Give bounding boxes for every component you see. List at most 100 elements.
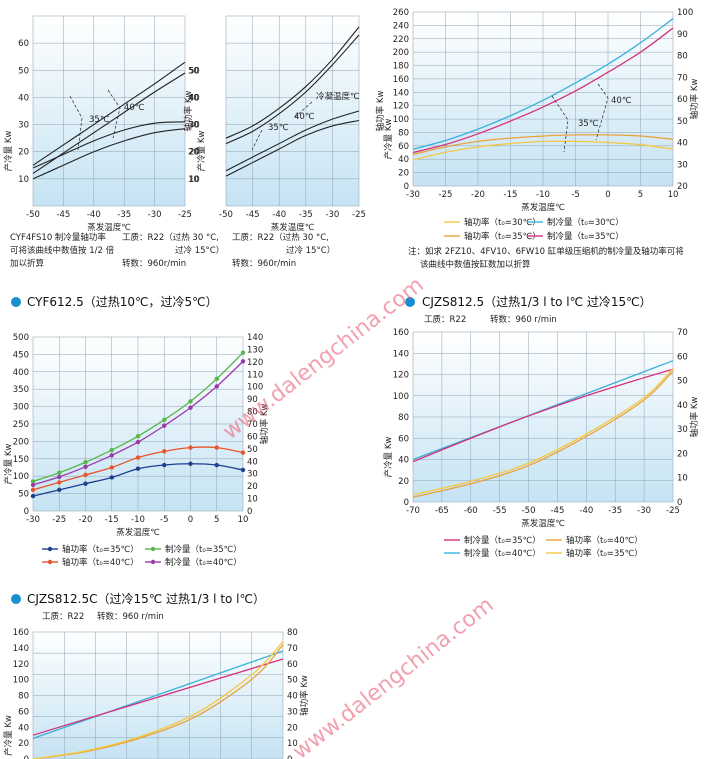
c5-legend-item-1: 轴功率（t₀=40℃） — [566, 535, 643, 546]
c3-y-right-tick-label: 100 — [677, 8, 693, 18]
c1-series-line-1 — [32, 72, 186, 174]
c3-x-tick-label: -25 — [439, 190, 453, 200]
c4-y-right-tick-label: 0 — [247, 507, 252, 517]
c4-series-point-3 — [30, 493, 36, 499]
c3-y-left-tick-label: 240 — [393, 21, 409, 31]
c4-series-point-1 — [240, 359, 246, 364]
c5-x-tick-label: -65 — [435, 506, 449, 516]
c4-y-right-tick-label: 90 — [247, 395, 258, 405]
c4-x-tick-label: 5 — [214, 515, 219, 525]
c1-y-left-tick-label: 40 — [18, 93, 29, 103]
c6-y-right-tick-label: 50 — [287, 676, 298, 686]
c2-xlabel: 蒸发温度℃ — [271, 222, 315, 233]
c2-ylabel-left: 产冷量 Kw — [196, 131, 207, 172]
c6-y-right-tick-label: 20 — [287, 723, 298, 733]
c5-y-left-tick-label: 0 — [404, 498, 409, 508]
c3-x-tick-label: -30 — [406, 190, 420, 200]
c5-ylabel-left: 产冷量 Kw — [383, 437, 394, 478]
c6-ylabel-right: 轴功率 Kw — [299, 675, 310, 716]
c6-ylabel-left: 产冷量 Kw — [3, 715, 14, 756]
c3-x-tick-label: -10 — [536, 190, 550, 200]
c4-x-tick-label: -25 — [52, 515, 66, 525]
c5-y-right-tick-label: 40 — [677, 401, 688, 411]
c5-xlabel: 蒸发温度℃ — [521, 518, 565, 529]
c3-y-left-tick-label: 220 — [393, 35, 409, 45]
c2-series-line-0 — [225, 26, 360, 139]
c2-annotation-leader — [293, 101, 313, 119]
c6-y-left-tick-label: 120 — [13, 660, 29, 670]
c6-y-right-tick-label: 10 — [287, 739, 298, 749]
c4-series-point-3 — [109, 475, 114, 480]
c3-y-right-tick-label: 30 — [677, 160, 688, 170]
c2-x-tick-label: -50 — [219, 210, 233, 220]
c2-annotation-leader — [251, 129, 263, 151]
c4-y-right-tick-label: 120 — [247, 358, 263, 368]
c5-y-right-tick-label: 50 — [677, 377, 688, 387]
c4-series-point-2 — [240, 450, 246, 455]
c6-y-left-tick-label: 60 — [18, 707, 29, 717]
c6-y-left-tick-label: 140 — [13, 644, 29, 654]
c4-x-tick-label: -10 — [131, 515, 145, 525]
c4-series-point-0 — [162, 417, 167, 423]
c3-note-line-1: 注：如求 2FZ10、4FV10、6FW10 缸单级压缩机的制冷量及轴功率可将 — [408, 246, 684, 257]
c4-series-point-2 — [109, 465, 114, 470]
c3-y-left-tick-label: 200 — [393, 48, 409, 58]
c3-xlabel: 蒸发温度℃ — [521, 202, 565, 213]
c1-y-left-tick-label: 60 — [18, 39, 29, 49]
c3-y-left-tick-label: 120 — [393, 102, 409, 112]
c5-x-tick-label: -40 — [579, 506, 593, 516]
c1-y-right-tick-label: 30 — [188, 121, 199, 131]
c5-y-left-tick-label: 80 — [398, 413, 409, 423]
c4-y-right-tick-label: 60 — [247, 432, 258, 442]
c6-y-left-tick-label: 160 — [13, 628, 29, 638]
c4-series-point-3 — [57, 487, 62, 493]
c2-x-tick-label: -45 — [246, 210, 260, 220]
gas-info-a-2: 过冷 15°C） — [175, 245, 224, 256]
c3-x-tick-label: -20 — [471, 190, 485, 200]
c1-y-left-tick-label: 50 — [18, 66, 29, 76]
c3-legend-item-1: 制冷量（t₀=30℃） — [547, 217, 624, 228]
c4-series-point-3 — [135, 466, 141, 471]
c1-note-line-2: 可将该曲线中数值按 1/2 倍 — [10, 245, 115, 256]
c5-y-left-tick-label: 60 — [398, 434, 409, 444]
c4-series-point-1 — [162, 423, 167, 428]
c1-x-tick-label: -30 — [148, 210, 162, 220]
c4-x-tick-label: -20 — [79, 515, 93, 525]
c5-gas-info: 工质：R22 — [424, 314, 466, 325]
c3-y-right-tick-label: 60 — [677, 95, 688, 105]
c6-title-bullet-icon — [11, 594, 21, 604]
c4-series-point-1 — [57, 474, 62, 480]
c5-ylabel-right: 轴功率 Kw — [689, 397, 700, 438]
c3-annotation-leader — [595, 83, 609, 141]
c4-y-left-tick-label: 200 — [13, 437, 29, 447]
c3-x-tick-label: 0 — [605, 190, 610, 200]
c5-y-left-tick-label: 160 — [393, 328, 409, 338]
c5-x-tick-label: -45 — [550, 506, 564, 516]
c1-note-line-1: CYF4FS10 制冷量轴功率 — [10, 232, 106, 243]
c4-series-point-1 — [83, 464, 88, 470]
c5-series-line-3 — [412, 367, 674, 496]
c4-y-right-tick-label: 50 — [247, 445, 258, 455]
c4-y-right-tick-label: 20 — [247, 482, 258, 492]
c6-y-left-tick-label: 80 — [18, 692, 29, 702]
c4-legend-item-2-marker — [47, 559, 53, 565]
c1-y-right-tick-label: 10 — [189, 175, 200, 185]
c3-y-left-tick-label: 20 — [398, 169, 409, 179]
c5-y-right-tick-label: 10 — [677, 474, 688, 484]
c1-annotation-leader — [69, 95, 83, 151]
c4-legend-item-3: 制冷量（t₀=40℃） — [165, 557, 242, 568]
c1-plot-area — [32, 15, 186, 207]
c3-y-left-tick-label: 160 — [393, 75, 409, 85]
c2-plot-area — [225, 15, 360, 207]
c4-legend-item-3-marker — [150, 559, 156, 565]
c3-series-line-2 — [412, 134, 674, 156]
c2-ylabel-right: 轴功率 Kw — [375, 91, 386, 132]
c3-annotation-35: 35℃ — [578, 119, 599, 129]
c3-y-right-tick-label: 40 — [677, 139, 688, 149]
c5-y-right-tick-label: 20 — [677, 449, 688, 459]
c4-y-right-tick-label: 10 — [247, 495, 258, 505]
c4-y-right-tick-label: 80 — [247, 408, 258, 418]
c4-legend-item-0-marker — [47, 546, 53, 552]
c4-y-left-tick-label: 300 — [13, 403, 29, 413]
c3-y-right-tick-label: 80 — [677, 52, 688, 62]
